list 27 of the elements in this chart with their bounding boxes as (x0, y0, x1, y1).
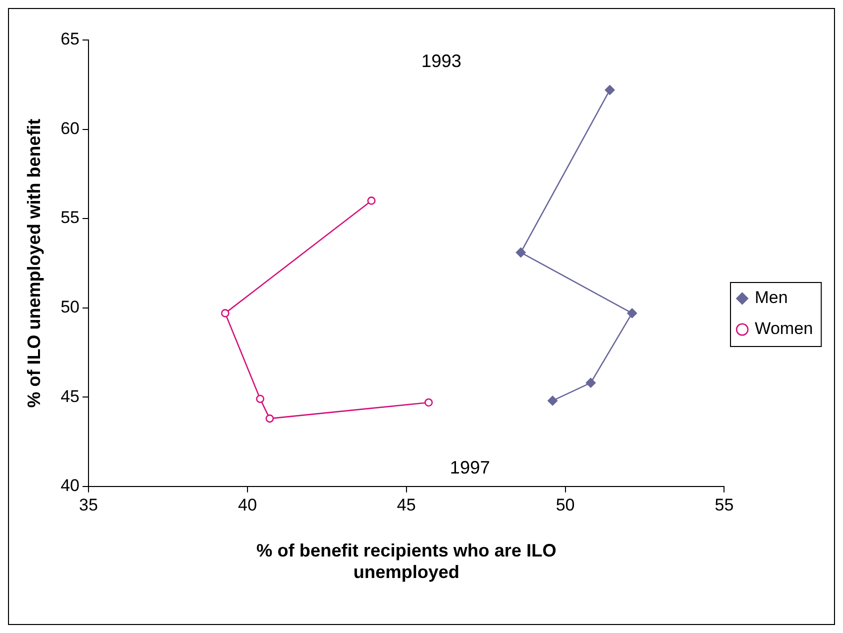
point (367, 196, 376, 205)
x-axis-title: % of benefit recipients who are ILO unemployed (256, 540, 556, 582)
point (627, 308, 638, 318)
y-tick-label: 65 (60, 30, 80, 49)
x-tick-label: 55 (714, 495, 734, 514)
point (221, 309, 230, 318)
y-tick-label: 60 (60, 118, 80, 138)
x-tick-label: 40 (238, 495, 257, 514)
point (516, 247, 526, 258)
y-tick-label: 55 (60, 208, 80, 228)
legend-label: Women (754, 319, 813, 338)
y-tick-label: 40 (60, 476, 80, 496)
y-tick-label: 45 (60, 386, 80, 406)
x-tick-label: 35 (79, 495, 98, 514)
y-tick-label: 50 (60, 298, 80, 317)
point (604, 84, 615, 95)
point (548, 396, 558, 406)
x-tick-label: 45 (396, 495, 416, 514)
point (266, 414, 274, 423)
annotation: 1993 (421, 50, 462, 71)
point (424, 398, 433, 407)
x-tick-label: 50 (556, 495, 575, 514)
point (256, 394, 264, 404)
y-axis-title: % of ILO unemployed with benefit (24, 118, 44, 408)
legend-label: Men (754, 288, 788, 308)
annotation: 1997 (450, 457, 490, 478)
point (586, 378, 596, 388)
